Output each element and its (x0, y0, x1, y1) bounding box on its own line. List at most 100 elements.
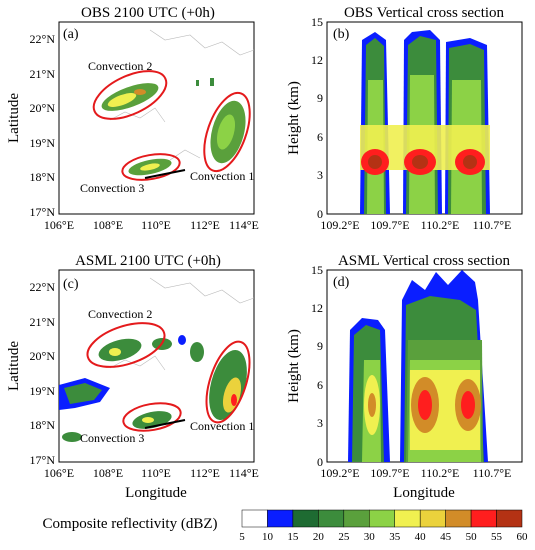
x-tick: 112°E (190, 466, 220, 480)
panel-c-y-ticks: 22°N 21°N 20°N 19°N 18°N 17°N (30, 280, 56, 467)
y-tick: 20°N (30, 101, 56, 115)
convection-1-ellipse (203, 91, 251, 173)
colorbar-swatch (394, 509, 421, 528)
y-tick: 17°N (30, 205, 56, 219)
panel-b-x-ticks: 109.2°E 109.7°E 110.2°E 110.7°E (320, 218, 511, 232)
y-tick: 15 (311, 15, 323, 29)
x-tick: 110.2°E (421, 218, 460, 232)
panel-d-title: ASML Vertical cross section (338, 253, 511, 269)
convection-2-label: Convection 2 (88, 307, 152, 321)
panel-b-letter: (b) (333, 27, 350, 42)
panel-b: OBS Vertical cross section (b) 15 12 9 6 (286, 5, 523, 232)
y-tick: 0 (317, 207, 323, 221)
x-tick: 109.2°E (320, 466, 359, 480)
colorbar-tick: 50 (466, 531, 478, 543)
convection-2-ellipse (86, 322, 166, 368)
x-tick: 110.7°E (473, 218, 512, 232)
colorbar-tick: 10 (262, 531, 274, 543)
convection-3-label: Convection 3 (80, 181, 144, 195)
panel-c: ASML 2100 UTC (+0h) (c) Convection 2 Con… (6, 253, 259, 501)
colorbar-label: Composite reflectivity (dBZ) (43, 516, 218, 532)
convection-2-ellipse (92, 70, 168, 120)
x-tick: 114°E (229, 466, 259, 480)
y-tick: 3 (317, 168, 323, 182)
colorbar-tick: 45 (440, 531, 452, 543)
panel-c-title: ASML 2100 UTC (+0h) (75, 253, 221, 269)
x-tick: 112°E (190, 218, 220, 232)
colorbar-swatch (369, 509, 395, 528)
x-tick: 110°E (141, 466, 171, 480)
colorbar-swatch (496, 509, 523, 528)
cross-section-line (144, 169, 186, 179)
convection-1-ellipse (205, 340, 251, 424)
colorbar-tick: 60 (517, 531, 529, 543)
y-tick: 12 (311, 301, 323, 315)
panel-a-letter: (a) (63, 27, 79, 42)
echo-columns (348, 270, 488, 462)
y-tick: 21°N (30, 67, 56, 81)
colorbar-swatch (470, 509, 497, 528)
panel-a: OBS 2100 UTC (+0h) (a) Convection 2 Conv… (6, 5, 259, 232)
x-tick: 108°E (93, 218, 123, 232)
colorbar-tick: 35 (389, 531, 401, 543)
panel-a-y-ticks: 22°N 21°N 20°N 19°N 18°N 17°N (30, 32, 56, 219)
convection-3-label: Convection 3 (80, 431, 144, 445)
y-tick: 22°N (30, 280, 56, 294)
echo-columns (360, 30, 490, 214)
colorbar-tick: 20 (313, 531, 325, 543)
y-tick: 18°N (30, 418, 56, 432)
colorbar-swatch (445, 509, 472, 528)
colorbar-swatch (419, 509, 446, 528)
x-tick: 110°E (141, 218, 171, 232)
y-tick: 15 (311, 263, 323, 277)
convection-1-label: Convection 1 (190, 419, 254, 433)
x-tick: 109.7°E (370, 218, 409, 232)
panel-a-x-ticks: 106°E 108°E 110°E 112°E 114°E (44, 218, 259, 232)
panel-d-ylabel: Height (km) (286, 329, 302, 403)
convection-2-label: Convection 2 (88, 59, 152, 73)
echo-field (101, 78, 246, 176)
y-tick: 9 (317, 91, 323, 105)
x-tick: 109.2°E (320, 218, 359, 232)
panel-a-ylabel: Latitude (6, 93, 22, 143)
x-tick: 106°E (44, 466, 74, 480)
y-tick: 9 (317, 339, 323, 353)
colorbar-tick: 30 (364, 531, 376, 543)
x-tick: 110.2°E (421, 466, 460, 480)
panel-b-title: OBS Vertical cross section (344, 5, 505, 21)
x-tick: 106°E (44, 218, 74, 232)
y-tick: 19°N (30, 136, 56, 150)
convection-1-label: Convection 1 (190, 169, 254, 183)
convection-3-ellipse (121, 153, 181, 181)
panel-d-y-ticks: 15 12 9 6 3 0 (311, 263, 323, 469)
colorbar-tick: 55 (491, 531, 503, 543)
y-tick: 21°N (30, 315, 56, 329)
colorbar-swatch (292, 509, 319, 528)
y-tick: 6 (317, 130, 323, 144)
y-tick: 20°N (30, 349, 56, 363)
echo-field (59, 335, 247, 442)
y-tick: 6 (317, 378, 323, 392)
colorbar-swatch (267, 509, 294, 528)
panel-d: ASML Vertical cross section (d) 15 12 9 … (286, 253, 523, 501)
x-tick: 114°E (229, 218, 259, 232)
panel-d-x-ticks: 109.2°E 109.7°E 110.2°E 110.7°E (320, 466, 511, 480)
colorbar-ticks: 5 10 15 20 25 30 35 40 45 50 55 60 (239, 531, 528, 543)
cross-section-line (144, 419, 186, 429)
colorbar-swatches (241, 509, 523, 528)
colorbar-tick: 25 (338, 531, 350, 543)
panel-a-title: OBS 2100 UTC (+0h) (81, 5, 215, 21)
colorbar-swatch (343, 509, 370, 528)
x-tick: 109.7°E (370, 466, 409, 480)
panel-c-xlabel: Longitude (125, 485, 187, 501)
colorbar-tick: 15 (287, 531, 299, 543)
panel-d-letter: (d) (333, 275, 350, 290)
y-tick: 3 (317, 416, 323, 430)
y-tick: 19°N (30, 384, 56, 398)
y-tick: 12 (311, 53, 323, 67)
panel-c-letter: (c) (63, 277, 79, 292)
panel-c-ylabel: Latitude (6, 341, 22, 391)
panel-d-xlabel: Longitude (393, 485, 455, 501)
convection-3-ellipse (122, 402, 182, 432)
